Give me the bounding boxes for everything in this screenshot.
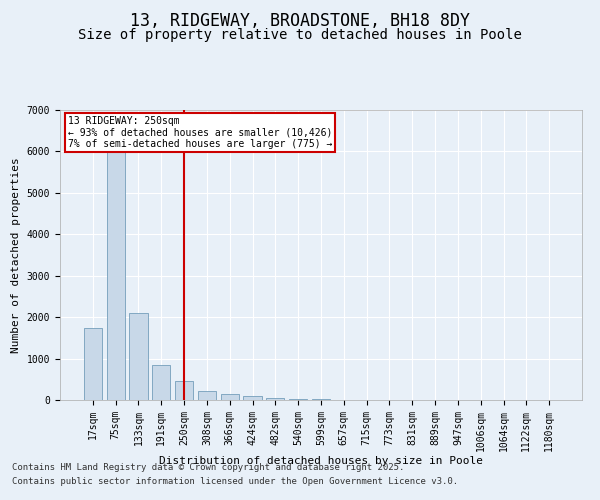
Bar [266, 398, 284, 400]
Text: Size of property relative to detached houses in Poole: Size of property relative to detached ho… [78, 28, 522, 42]
Bar [289, 398, 307, 400]
Text: Contains HM Land Registry data © Crown copyright and database right 2025.: Contains HM Land Registry data © Crown c… [12, 464, 404, 472]
Bar [152, 365, 170, 400]
Bar [175, 382, 193, 400]
Bar [244, 396, 262, 400]
Bar [84, 328, 102, 400]
Bar [198, 391, 216, 400]
Bar [107, 150, 125, 400]
Bar [312, 399, 330, 400]
Bar [130, 313, 148, 400]
Y-axis label: Number of detached properties: Number of detached properties [11, 157, 21, 353]
Text: Contains public sector information licensed under the Open Government Licence v3: Contains public sector information licen… [12, 477, 458, 486]
Text: 13, RIDGEWAY, BROADSTONE, BH18 8DY: 13, RIDGEWAY, BROADSTONE, BH18 8DY [130, 12, 470, 30]
Text: 13 RIDGEWAY: 250sqm
← 93% of detached houses are smaller (10,426)
7% of semi-det: 13 RIDGEWAY: 250sqm ← 93% of detached ho… [68, 116, 332, 149]
X-axis label: Distribution of detached houses by size in Poole: Distribution of detached houses by size … [159, 456, 483, 466]
Bar [221, 394, 239, 400]
